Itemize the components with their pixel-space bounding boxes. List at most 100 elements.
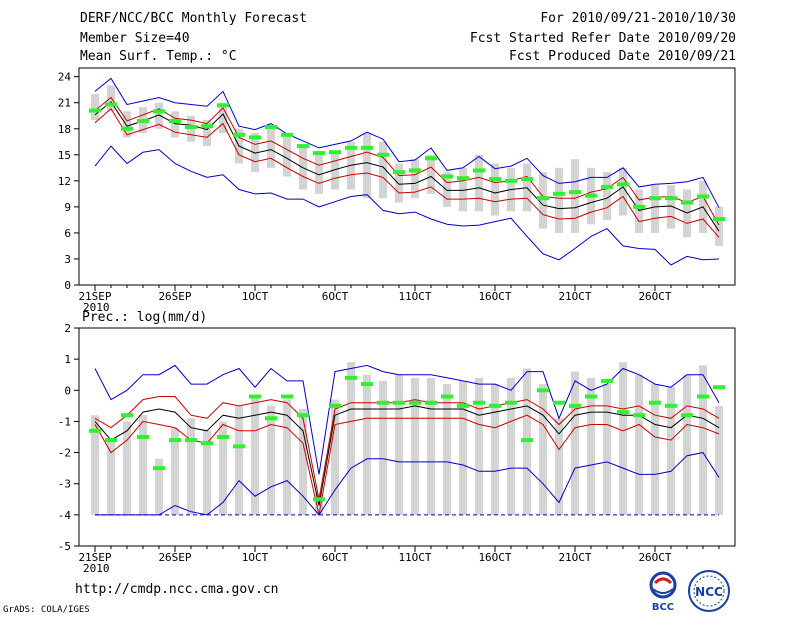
prec-observed-mark xyxy=(329,403,341,408)
prec-observed-mark xyxy=(89,428,101,433)
temp-observed-mark xyxy=(137,118,149,123)
prec-member-box xyxy=(507,377,515,515)
temp-observed-mark xyxy=(217,103,229,108)
temp-observed-mark xyxy=(697,194,709,199)
prec-y-tick-label: -2 xyxy=(58,447,71,460)
bcc-logo-text: BCC xyxy=(652,602,674,613)
temp-y-tick-label: 3 xyxy=(64,253,71,266)
prec-observed-mark xyxy=(105,438,117,443)
prec-member-box xyxy=(331,399,339,515)
prec-member-box xyxy=(475,377,483,515)
temp-member-box xyxy=(219,102,227,134)
prec-member-box xyxy=(683,374,691,515)
temp-x-tick-label: 16OCT xyxy=(478,290,511,303)
prec-x-tick-label: 26SEP xyxy=(158,551,191,564)
temp-observed-mark xyxy=(409,168,421,173)
prec-member-box xyxy=(699,365,707,515)
temp-member-box xyxy=(635,189,643,233)
prec-member-box xyxy=(459,380,467,515)
prec-y-tick-label: 1 xyxy=(64,353,71,366)
temp-observed-mark xyxy=(473,168,485,173)
temp-member-box xyxy=(427,154,435,194)
temp-observed-mark xyxy=(329,150,341,155)
temp-observed-mark xyxy=(601,184,613,189)
temp-observed-mark xyxy=(185,125,197,130)
refer-date: Fcst Started Refer Date 2010/09/20 xyxy=(469,31,736,46)
prec-y-tick-label: -1 xyxy=(58,415,71,428)
temp-observed-mark xyxy=(441,174,453,179)
prec-member-box xyxy=(203,430,211,515)
temp-x-tick-label: 2010 xyxy=(83,301,110,314)
temp-member-box xyxy=(411,159,419,199)
prec-member-box xyxy=(155,458,163,515)
prec-observed-mark xyxy=(201,441,213,446)
ncc-logo: NCC xyxy=(687,569,731,613)
temp-observed-mark xyxy=(681,200,693,205)
prec-member-box xyxy=(219,421,227,515)
prec-max-line xyxy=(94,364,720,475)
prec-member-box xyxy=(379,380,387,515)
bcc-logo: BCC xyxy=(641,569,685,613)
prec-member-box xyxy=(299,408,307,515)
prec-member-box xyxy=(635,374,643,515)
prec-member-box xyxy=(571,371,579,515)
ncc-logo-text: NCC xyxy=(695,585,723,599)
source-url[interactable]: http://cmdp.ncc.cma.gov.cn xyxy=(75,582,279,597)
temp-observed-mark xyxy=(425,156,437,161)
prec-y-tick-label: 2 xyxy=(64,322,71,335)
prec-min-line xyxy=(95,452,720,516)
prec-observed-mark xyxy=(569,403,581,408)
prec-ens-mean-line xyxy=(94,405,720,506)
prec-observed-mark xyxy=(505,400,517,405)
prec-member-box xyxy=(347,362,355,515)
prec-observed-mark xyxy=(153,466,165,471)
prec-x-tick-label: 1OCT xyxy=(242,551,269,564)
prec-member-box xyxy=(171,427,179,515)
prec-x-tick-label: 16OCT xyxy=(478,551,511,564)
temp-member-box xyxy=(459,167,467,212)
temp-member-box xyxy=(475,154,483,212)
prec-x-tick-label: 6OCT xyxy=(322,551,349,564)
prec-member-box xyxy=(651,384,659,515)
temp-x-tick-label: 21OCT xyxy=(558,290,591,303)
prec-member-box xyxy=(267,405,275,515)
temp-member-box xyxy=(171,111,179,138)
temp-member-box xyxy=(571,159,579,233)
prec-member-box xyxy=(603,384,611,515)
prec-x-tick-label: 26OCT xyxy=(638,551,671,564)
temp-y-tick-label: 0 xyxy=(64,279,71,292)
temp-member-box xyxy=(603,172,611,220)
temp-x-tick-label: 11OCT xyxy=(398,290,431,303)
temp-member-box xyxy=(123,111,131,138)
prec-x-tick-label: 21OCT xyxy=(558,551,591,564)
temp-member-box xyxy=(539,172,547,229)
temp-y-tick-label: 21 xyxy=(58,97,71,110)
temp-member-box xyxy=(395,163,403,203)
temp-member-box xyxy=(379,141,387,199)
prec-member-box xyxy=(139,415,147,515)
temp-observed-mark xyxy=(281,132,293,137)
prec-member-box xyxy=(427,377,435,515)
prec-observed-mark xyxy=(185,438,197,443)
prec-panel-title: Prec.: log(mm/d) xyxy=(82,310,207,325)
prec-x-tick-label: 11OCT xyxy=(398,551,431,564)
forecast-period: For 2010/09/21-2010/10/30 xyxy=(540,11,736,26)
temp-member-box xyxy=(203,120,211,147)
grads-credit: GrADS: COLA/IGES xyxy=(3,605,90,615)
temp-observed-mark xyxy=(393,170,405,175)
temp-x-tick-label: 26SEP xyxy=(158,290,191,303)
prec-member-box xyxy=(555,418,563,515)
prec-observed-mark xyxy=(233,444,245,449)
prec-observed-mark xyxy=(361,382,373,387)
prec-observed-mark xyxy=(169,438,181,443)
member-size-label: Member Size=40 xyxy=(80,31,190,46)
prec-observed-mark xyxy=(521,438,533,443)
temp-observed-mark xyxy=(569,190,581,195)
temp-observed-mark xyxy=(377,152,389,157)
prec-y-tick-label: 0 xyxy=(64,384,71,397)
temp-x-tick-label: 6OCT xyxy=(322,290,349,303)
temp-std-upper-line xyxy=(94,96,720,226)
prec-member-box xyxy=(491,384,499,515)
